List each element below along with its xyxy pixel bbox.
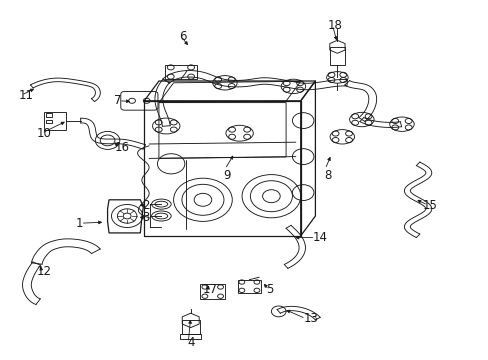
Text: 1: 1 xyxy=(76,217,83,230)
Text: 5: 5 xyxy=(266,283,273,296)
Text: 13: 13 xyxy=(303,312,317,325)
Text: 4: 4 xyxy=(186,336,194,349)
Text: 8: 8 xyxy=(323,169,331,182)
Text: 14: 14 xyxy=(312,231,327,244)
Text: 2: 2 xyxy=(142,199,149,212)
Text: 17: 17 xyxy=(203,283,217,296)
Text: 9: 9 xyxy=(223,169,231,182)
Text: 7: 7 xyxy=(114,94,121,107)
Text: 10: 10 xyxy=(37,127,51,140)
Text: 12: 12 xyxy=(37,265,51,278)
Text: 11: 11 xyxy=(19,89,34,102)
Text: 3: 3 xyxy=(142,211,149,224)
Text: 18: 18 xyxy=(327,19,342,32)
Text: 6: 6 xyxy=(179,30,187,42)
Text: 15: 15 xyxy=(422,199,437,212)
Text: 16: 16 xyxy=(115,141,129,154)
